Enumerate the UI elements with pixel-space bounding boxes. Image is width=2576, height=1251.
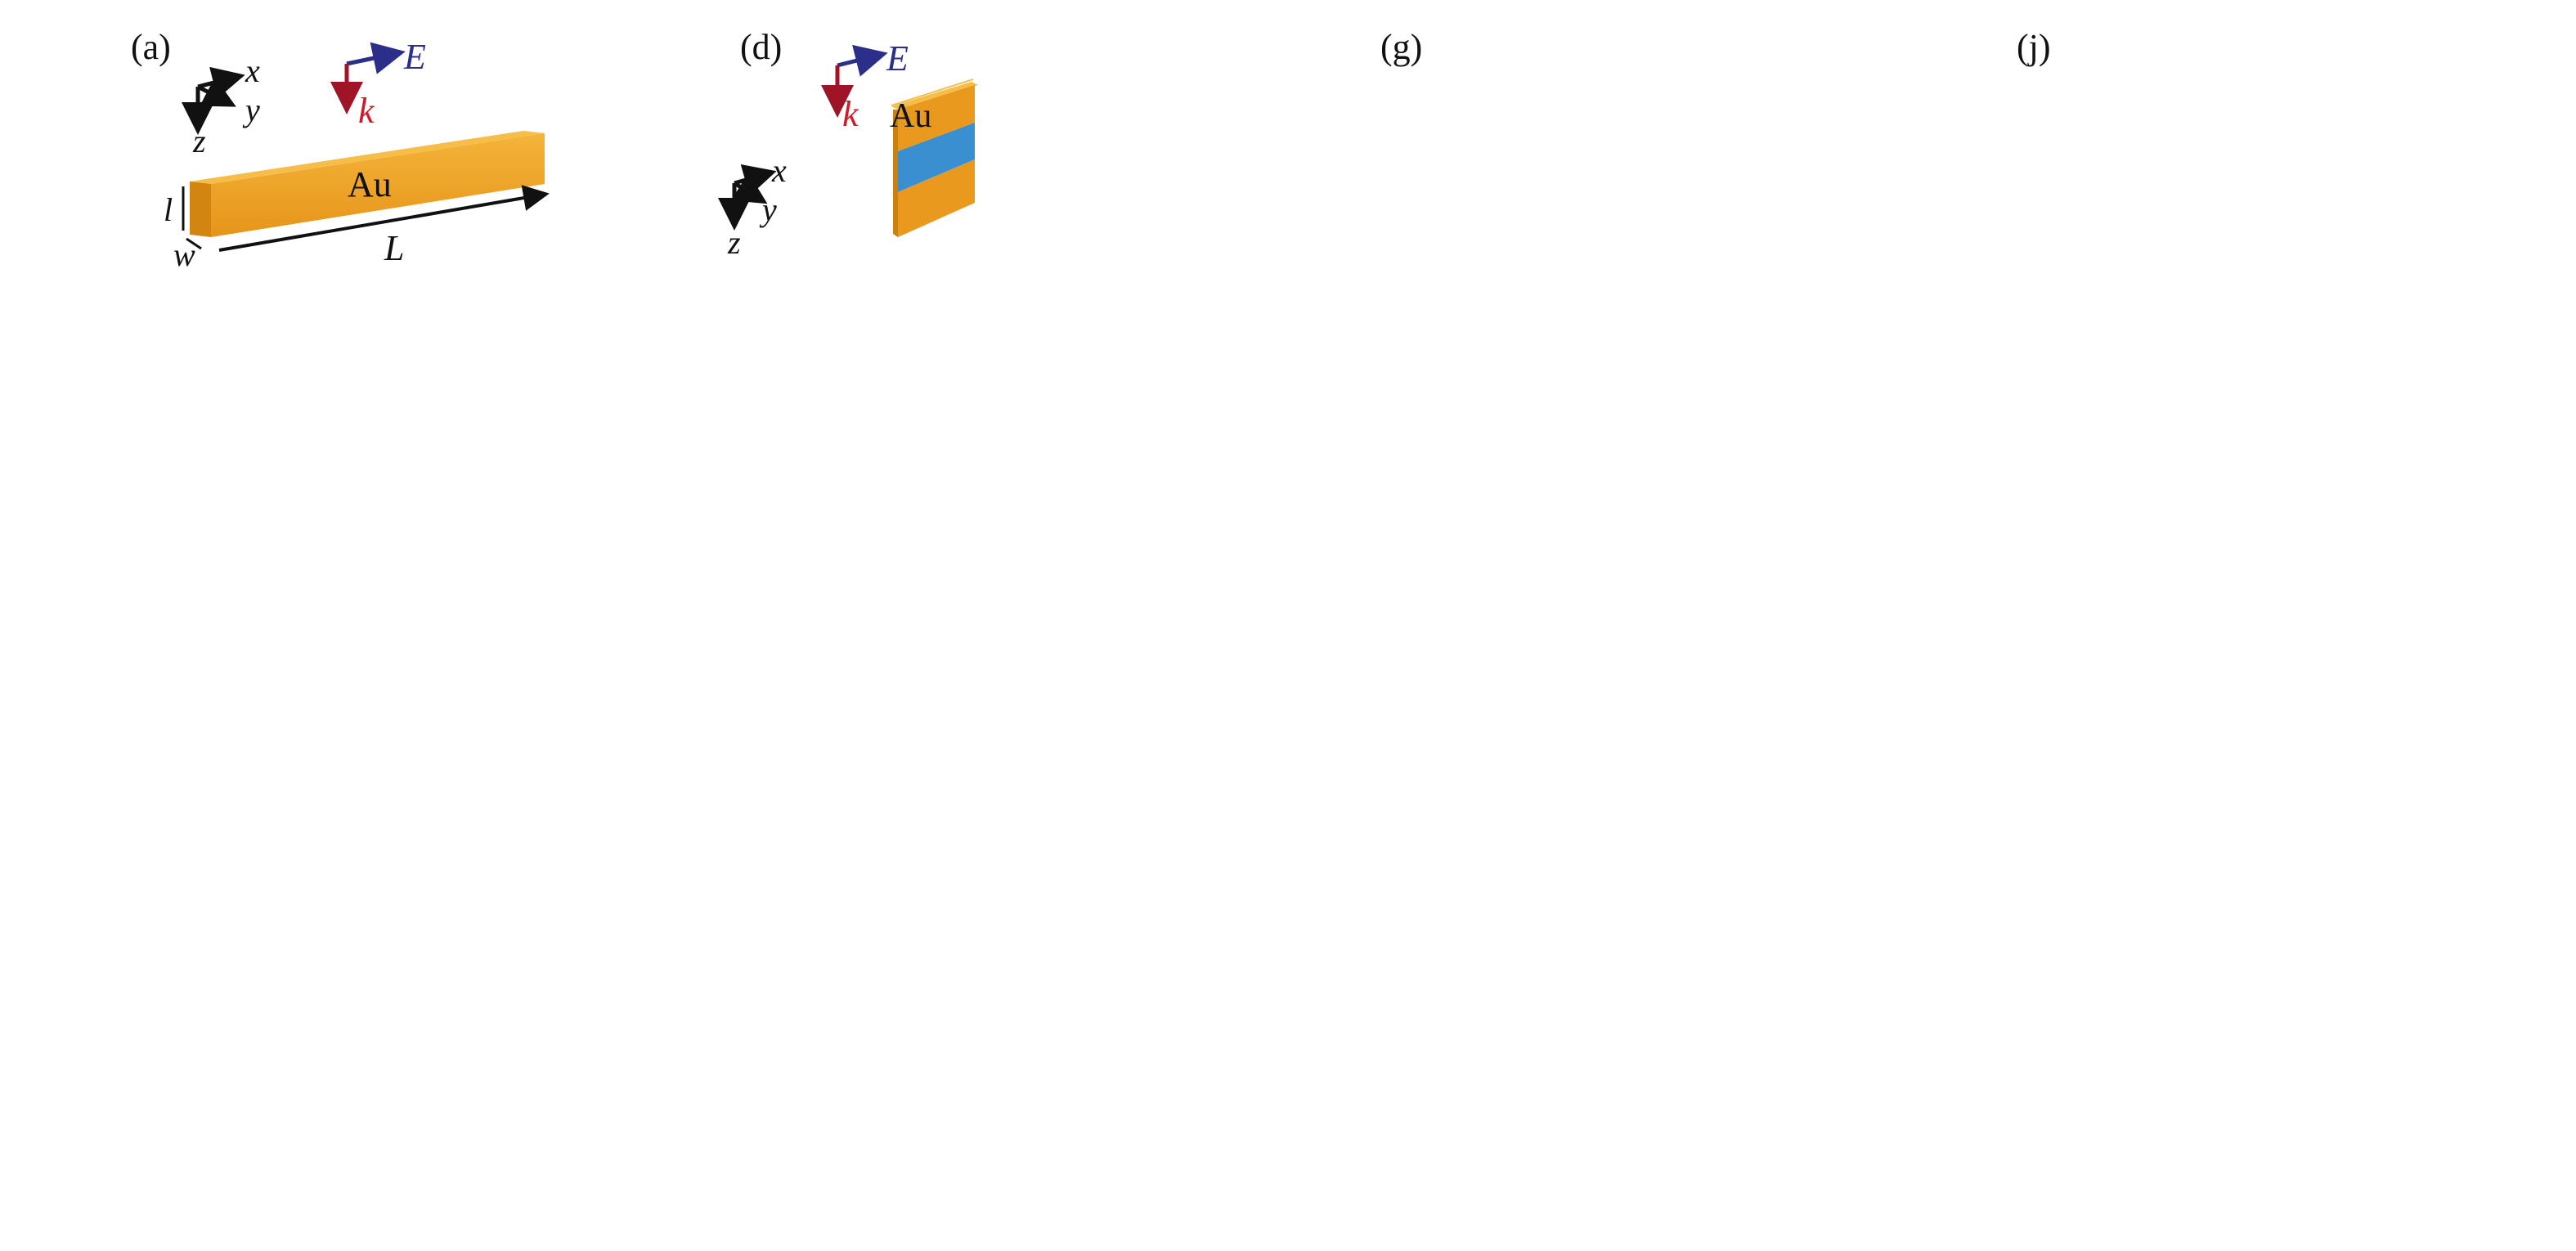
axis-x-label: x: [771, 152, 787, 189]
dim-l-label: l: [164, 191, 173, 228]
k-vector-label: k: [842, 94, 859, 134]
schematic-d: (d) E k x y z Au: [718, 27, 978, 261]
panel-label-j: (j): [2017, 27, 2051, 67]
gold-nanorod: Au l w L: [164, 131, 550, 273]
panel-label-a: (a): [131, 27, 171, 67]
axis-y-label: y: [242, 92, 260, 128]
coordinate-axes-icon: x y z: [718, 152, 787, 261]
material-label-top: Au: [890, 97, 931, 135]
e-field-label: E: [886, 38, 909, 78]
schematic-g: (g): [1380, 27, 1422, 67]
dim-w-label: w: [173, 236, 195, 273]
coordinate-axes-icon: x y z: [182, 52, 260, 159]
panel-label-d: (d): [740, 27, 782, 67]
k-vector-label: k: [358, 91, 375, 131]
schematic-j: (j): [2017, 27, 2051, 67]
schematic-a: (a) x y z E k Au l w L: [131, 27, 550, 273]
panel-label-g: (g): [1380, 27, 1422, 67]
polarization-icon: E k: [821, 38, 909, 134]
mim-nanorod: Au: [890, 78, 978, 237]
axis-y-label: y: [759, 191, 777, 228]
dim-L-label: L: [384, 228, 404, 268]
e-field-label: E: [403, 37, 426, 77]
polarization-icon: E k: [330, 37, 426, 131]
axis-x-label: x: [245, 52, 260, 89]
axis-z-label: z: [192, 123, 206, 159]
axis-z-label: z: [727, 224, 741, 261]
material-label: Au: [348, 164, 392, 204]
